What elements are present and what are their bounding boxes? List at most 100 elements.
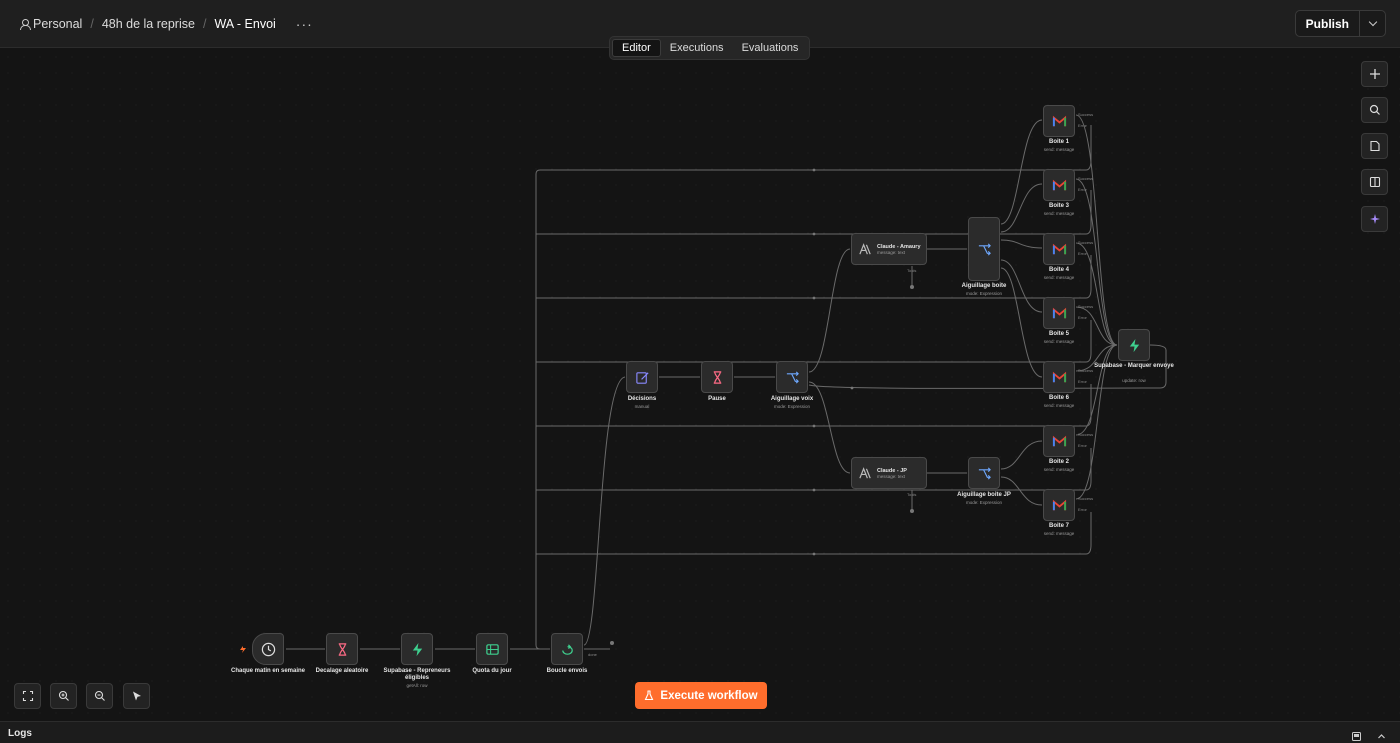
node-label: Boite 7 — [1048, 523, 1069, 529]
publish-group: Publish — [1294, 10, 1386, 37]
node-label: Aiguillage boite — [961, 283, 1007, 289]
hourglass-icon — [338, 642, 346, 656]
node-label: Boite 5 — [1048, 331, 1069, 337]
chevron-up-icon[interactable] — [1377, 728, 1386, 739]
output-label-tools: Tools — [907, 492, 917, 497]
node-label: Boite 4 — [1048, 267, 1069, 273]
panel-icon — [1369, 176, 1380, 188]
loop-icon — [561, 643, 573, 655]
node-aiguillage-boite[interactable] — [968, 217, 1000, 281]
output-label-success: Success — [1078, 368, 1094, 373]
node-quota[interactable] — [476, 633, 508, 665]
node-boite-7[interactable] — [1043, 489, 1075, 521]
output-label-success: Success — [1078, 304, 1094, 309]
view-tabs: Editor Executions Evaluations — [609, 36, 811, 60]
node-sub: message: text — [877, 249, 906, 255]
node-label: Quota du jour — [472, 668, 512, 674]
zoom-in-button[interactable] — [50, 683, 77, 709]
node-label: Pause — [708, 396, 726, 402]
node-trigger[interactable] — [252, 633, 284, 665]
switch-icon — [978, 242, 991, 256]
wand-icon — [132, 691, 141, 701]
output-label-success: Success — [1078, 112, 1094, 117]
toggle-panel-button[interactable] — [1361, 169, 1388, 195]
flask-icon — [645, 690, 654, 701]
sticky-note-button[interactable] — [1361, 133, 1388, 159]
node-label: Aiguillage voix — [770, 396, 814, 402]
breadcrumb: Personal / 48h de la reprise / WA - Envo… — [20, 0, 313, 48]
search-button[interactable] — [1361, 97, 1388, 123]
node-aiguillage-boite-jp[interactable] — [968, 457, 1000, 489]
search-icon — [1369, 104, 1380, 115]
anthropic-icon — [859, 242, 871, 254]
more-options-icon[interactable]: ··· — [295, 16, 313, 32]
node-boite-5[interactable] — [1043, 297, 1075, 329]
note-icon — [1369, 140, 1380, 152]
gmail-icon — [1052, 499, 1066, 510]
logs-panel[interactable]: Logs — [0, 721, 1400, 743]
fit-view-icon — [22, 690, 33, 702]
node-decalage[interactable] — [326, 633, 358, 665]
node-supabase-marquer[interactable] — [1118, 329, 1150, 361]
anthropic-icon — [859, 466, 871, 478]
node-title: Claude - JP — [877, 467, 907, 474]
node-boite-2[interactable] — [1043, 425, 1075, 457]
tab-evaluations[interactable]: Evaluations — [741, 42, 799, 54]
node-label: Boite 1 — [1048, 139, 1069, 145]
node-boucle[interactable] — [551, 633, 583, 665]
output-label-success: Success — [1078, 496, 1094, 501]
node-boite-3[interactable] — [1043, 169, 1075, 201]
switch-icon — [786, 370, 799, 384]
workflow-name[interactable]: WA - Envoi — [214, 17, 276, 31]
node-decisions[interactable] — [626, 361, 658, 393]
output-label-done: done — [588, 652, 597, 657]
fit-view-button[interactable] — [14, 683, 41, 709]
gmail-icon — [1052, 243, 1066, 254]
plus-icon — [1369, 69, 1380, 79]
breadcrumb-separator: / — [202, 17, 207, 31]
node-sub: send: message — [1043, 147, 1075, 152]
node-sub: send: message — [1043, 403, 1075, 408]
node-supabase-repreneurs[interactable] — [401, 633, 433, 665]
tab-executions[interactable]: Executions — [669, 42, 724, 54]
add-node-button[interactable] — [1361, 61, 1388, 87]
breadcrumb-separator: / — [90, 17, 94, 31]
node-claude-jp[interactable]: Claude - JP message: text — [851, 457, 927, 489]
output-label-error: Error — [1078, 187, 1087, 192]
node-boite-4[interactable] — [1043, 233, 1075, 265]
gmail-icon — [1052, 435, 1066, 446]
output-label-error: Error — [1078, 507, 1087, 512]
publish-dropdown-button[interactable] — [1359, 11, 1385, 36]
node-boite-6[interactable] — [1043, 361, 1075, 393]
output-label-success: Success — [1078, 176, 1094, 181]
tab-editor[interactable]: Editor — [612, 39, 661, 57]
supabase-icon — [1129, 338, 1139, 352]
hourglass-icon — [713, 370, 721, 384]
node-sub: send: message — [1043, 339, 1075, 344]
supabase-icon — [412, 642, 422, 656]
node-sub: update: row — [1122, 378, 1146, 383]
ai-assistant-button[interactable] — [1361, 206, 1388, 232]
output-label-tools: Tools — [907, 268, 917, 273]
node-label: Boite 3 — [1048, 203, 1069, 209]
node-claude-amaury[interactable]: Claude - Amaury message: text — [851, 233, 927, 265]
breadcrumb-folder[interactable]: 48h de la reprise — [101, 17, 195, 31]
node-label: Boite 2 — [1048, 459, 1069, 465]
node-label: Supabase - Marquer envoye — [1094, 363, 1174, 369]
popout-icon[interactable] — [1352, 728, 1361, 741]
zoom-out-button[interactable] — [86, 683, 113, 709]
publish-button[interactable]: Publish — [1305, 16, 1349, 31]
node-boite-1[interactable] — [1043, 105, 1075, 137]
workflow-canvas[interactable] — [0, 49, 1400, 721]
execute-workflow-button[interactable]: Execute workflow — [635, 682, 767, 709]
node-sub: getAll: row — [406, 683, 428, 688]
node-pause[interactable] — [701, 361, 733, 393]
output-label-error: Error — [1078, 379, 1087, 384]
breadcrumb-personal[interactable]: Personal — [20, 17, 82, 31]
node-sub: send: message — [1043, 211, 1075, 216]
user-icon — [20, 19, 31, 30]
node-sub: send: message — [1043, 275, 1075, 280]
node-sub: send: message — [1043, 467, 1075, 472]
node-aiguillage-voix[interactable] — [776, 361, 808, 393]
tidy-up-button[interactable] — [123, 683, 150, 709]
